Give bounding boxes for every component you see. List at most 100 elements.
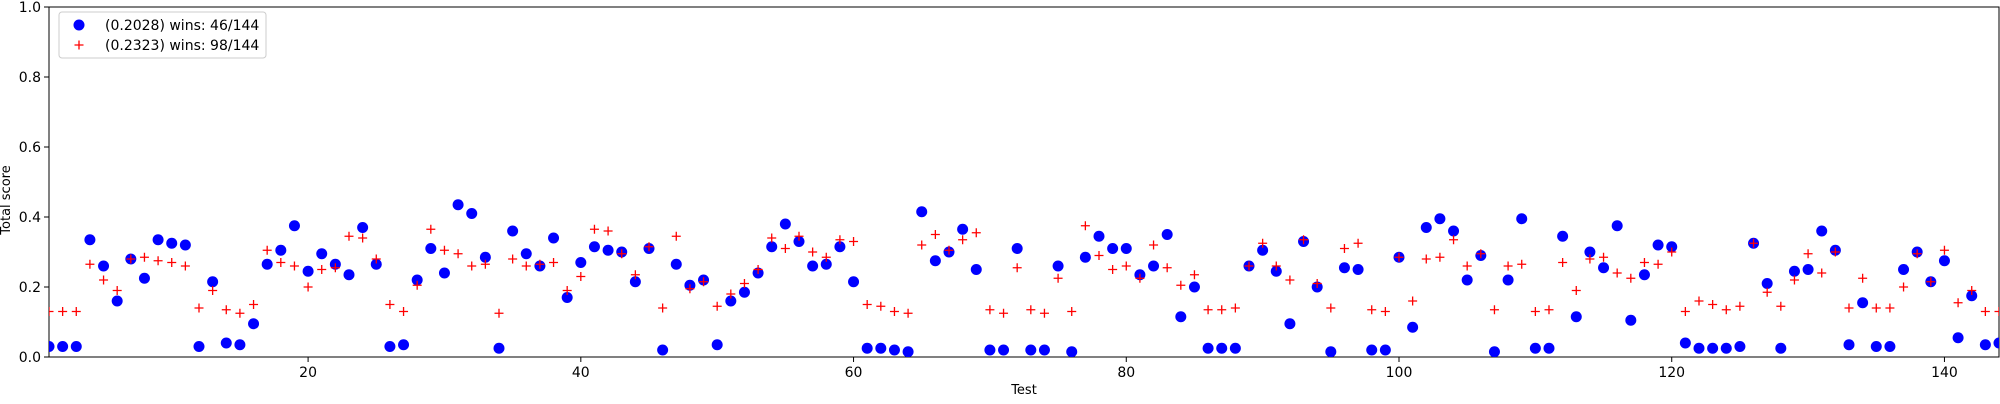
data-point-circle: [998, 345, 1009, 356]
data-point-circle: [848, 276, 859, 287]
data-point-plus: [1735, 302, 1744, 311]
data-point-circle: [1953, 332, 1964, 343]
data-point-plus: [1572, 286, 1581, 295]
data-point-circle: [57, 341, 68, 352]
data-point-circle: [1544, 343, 1555, 354]
data-point-circle: [494, 343, 505, 354]
x-axis-label: Test: [1010, 383, 1037, 398]
data-point-circle: [862, 343, 873, 354]
data-point-circle: [1407, 322, 1418, 333]
data-point-circle: [780, 219, 791, 230]
data-point-circle: [71, 341, 82, 352]
data-point-plus: [740, 279, 749, 288]
data-point-circle: [712, 339, 723, 350]
data-point-plus: [72, 307, 81, 316]
data-point-circle: [1734, 341, 1745, 352]
data-point-circle: [1898, 264, 1909, 275]
y-tick-label: 0.2: [19, 280, 41, 296]
data-point-circle: [139, 273, 150, 284]
data-point-circle: [1844, 339, 1855, 350]
data-point-plus: [658, 304, 667, 313]
data-point-circle: [1448, 226, 1459, 237]
series-2: [45, 221, 2000, 318]
data-point-plus: [876, 302, 885, 311]
data-point-plus: [1204, 305, 1213, 314]
data-point-circle: [589, 241, 600, 252]
data-point-plus: [1654, 260, 1663, 269]
data-point-plus: [113, 286, 122, 295]
data-point-plus: [672, 232, 681, 241]
data-point-circle: [234, 339, 245, 350]
data-point-circle: [1503, 275, 1514, 286]
data-point-plus: [1804, 249, 1813, 258]
data-point-plus: [1381, 307, 1390, 316]
data-point-circle: [262, 259, 273, 270]
y-tick-label: 1.0: [19, 0, 41, 16]
data-point-plus: [904, 309, 913, 318]
data-point-circle: [1148, 261, 1159, 272]
data-point-plus: [1872, 304, 1881, 313]
data-point-circle: [221, 338, 232, 349]
data-point-circle: [303, 266, 314, 277]
legend: (0.2028) wins: 46/144(0.2323) wins: 98/1…: [59, 12, 266, 58]
data-point-circle: [507, 226, 518, 237]
x-tick-label: 100: [1386, 365, 1413, 381]
data-point-circle: [344, 269, 355, 280]
data-point-plus: [1558, 258, 1567, 267]
data-point-circle: [521, 248, 532, 259]
data-point-plus: [1626, 274, 1635, 283]
data-point-circle: [1121, 243, 1132, 254]
data-point-plus: [1463, 262, 1472, 271]
data-point-circle: [1325, 346, 1336, 357]
data-point-plus: [1013, 263, 1022, 272]
data-point-circle: [1284, 318, 1295, 329]
data-point-circle: [1816, 226, 1827, 237]
data-point-plus: [1517, 260, 1526, 269]
data-point-circle: [1462, 275, 1473, 286]
data-point-plus: [1340, 244, 1349, 253]
data-point-plus: [195, 304, 204, 313]
data-point-plus: [849, 237, 858, 246]
data-point-circle: [275, 245, 286, 256]
data-point-circle: [548, 233, 559, 244]
data-point-plus: [1435, 253, 1444, 262]
data-point-plus: [99, 276, 108, 285]
data-point-plus: [385, 300, 394, 309]
data-point-plus: [576, 272, 585, 281]
data-points: [44, 199, 2000, 357]
data-point-plus: [1695, 297, 1704, 306]
plot-frame: [49, 7, 1999, 357]
data-point-plus: [426, 225, 435, 234]
data-point-circle: [1625, 315, 1636, 326]
legend-marker-circle: [74, 20, 85, 31]
data-point-plus: [1217, 305, 1226, 314]
data-point-circle: [1489, 346, 1500, 357]
data-point-plus: [917, 241, 926, 250]
legend-entry-label: (0.2323) wins: 98/144: [105, 38, 259, 54]
data-point-plus: [999, 309, 1008, 318]
data-point-plus: [522, 262, 531, 271]
data-point-plus: [1817, 269, 1826, 278]
x-tick-label: 80: [1117, 365, 1135, 381]
data-point-circle: [439, 268, 450, 279]
data-point-plus: [1504, 262, 1513, 271]
data-point-circle: [194, 341, 205, 352]
data-point-plus: [767, 234, 776, 243]
data-point-plus: [140, 253, 149, 262]
data-point-circle: [1353, 264, 1364, 275]
data-point-plus: [222, 305, 231, 314]
data-point-circle: [875, 343, 886, 354]
data-point-plus: [181, 262, 190, 271]
data-point-plus: [399, 307, 408, 316]
data-point-plus: [1095, 251, 1104, 260]
data-point-circle: [1803, 264, 1814, 275]
data-point-plus: [604, 227, 613, 236]
data-point-plus: [1285, 276, 1294, 285]
data-point-plus: [358, 234, 367, 243]
data-point-plus: [1640, 258, 1649, 267]
data-point-plus: [1545, 305, 1554, 314]
data-point-plus: [958, 235, 967, 244]
